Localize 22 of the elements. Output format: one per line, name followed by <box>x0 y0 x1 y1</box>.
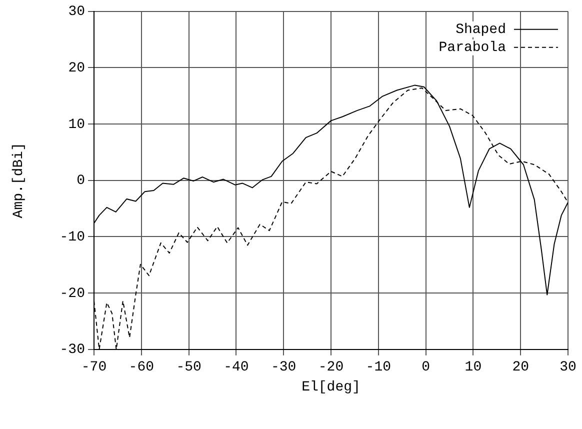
x-tick-label: 0 <box>422 360 430 376</box>
x-tick-label: -40 <box>224 360 249 376</box>
y-tick-label: -10 <box>60 229 86 246</box>
x-tick-label: -20 <box>318 360 344 376</box>
y-tick-label: 10 <box>68 116 86 133</box>
x-tick-label: -70 <box>81 360 107 376</box>
x-tick-label: -10 <box>366 360 392 376</box>
x-tick-label: -60 <box>128 360 154 376</box>
x-tick-label: 20 <box>512 360 530 376</box>
y-tick-label: -30 <box>60 342 86 358</box>
x-tick-label: 10 <box>464 360 482 376</box>
y-tick-label: 0 <box>76 173 86 190</box>
legend-label: Shaped <box>456 22 506 38</box>
y-tick-label: 30 <box>68 4 86 20</box>
y-tick-label: -20 <box>60 286 86 302</box>
x-tick-label: -30 <box>270 360 296 376</box>
x-tick-label: 30 <box>560 360 576 376</box>
x-axis-title: El[deg] <box>302 379 360 396</box>
legend-label: Parabola <box>438 40 506 56</box>
y-tick-label: 20 <box>68 60 86 76</box>
x-tick-label: -50 <box>176 360 202 376</box>
y-axis-title: Amp.[dBi] <box>11 142 28 218</box>
